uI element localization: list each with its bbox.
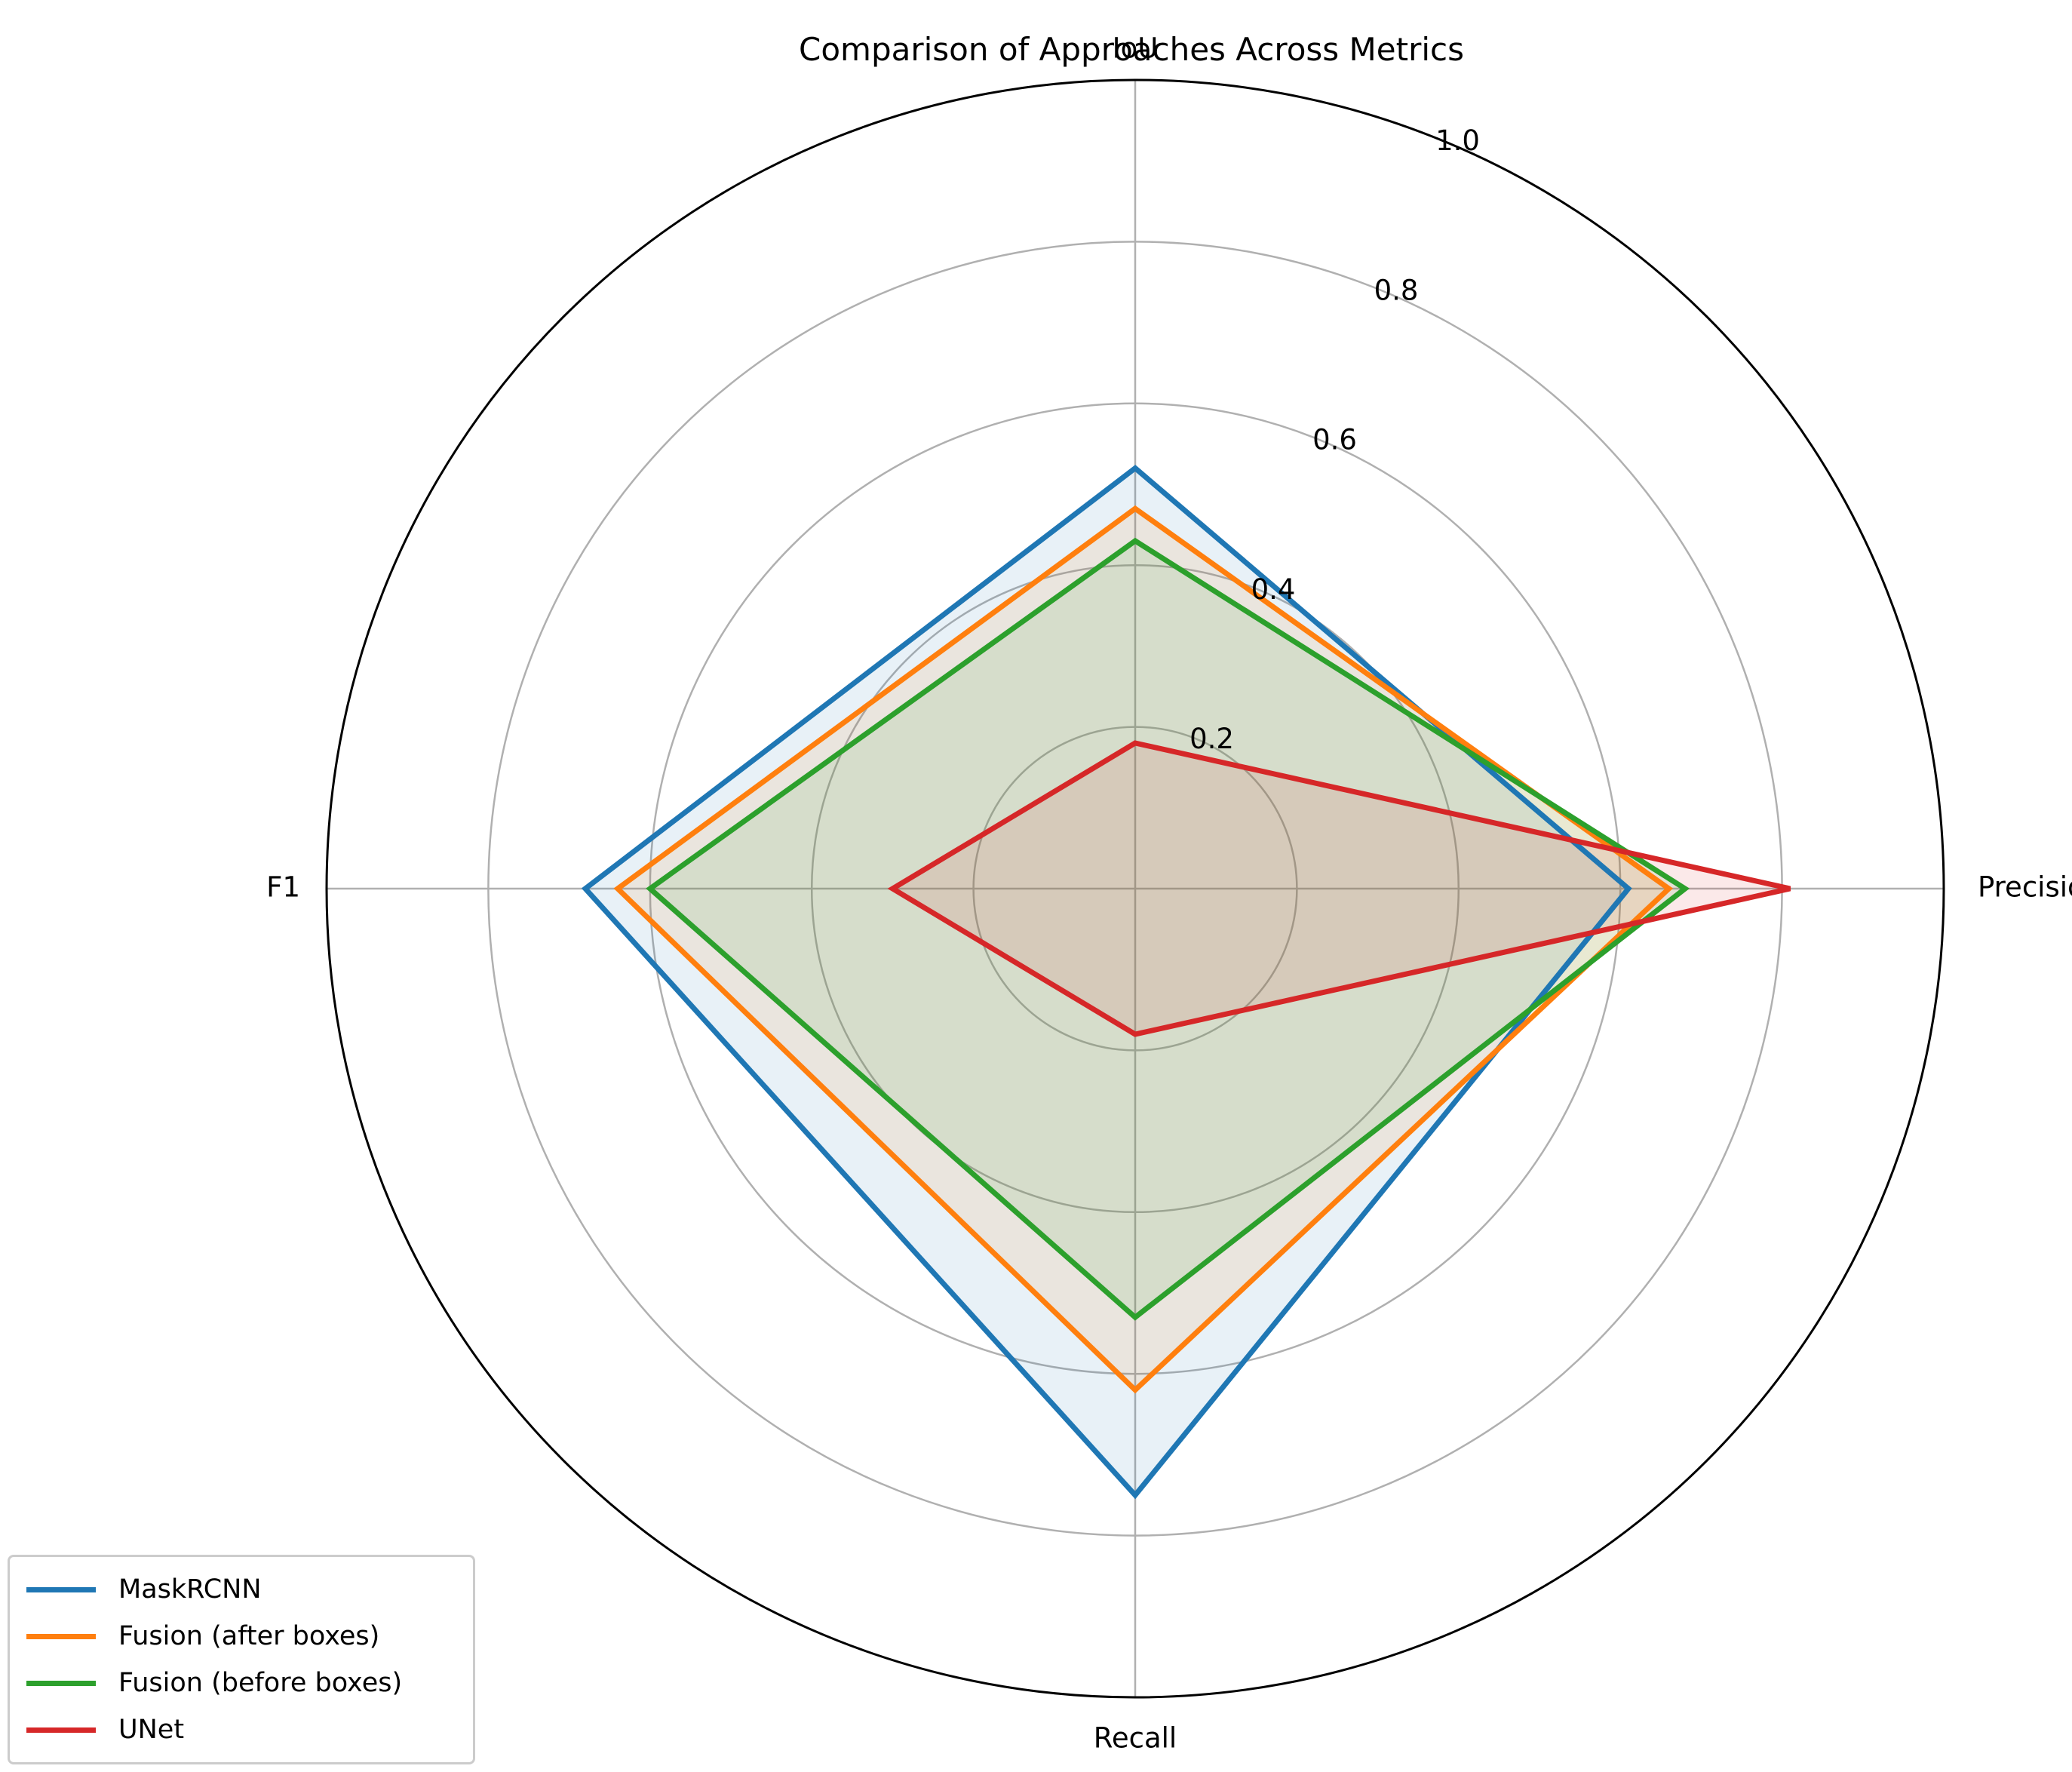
axis-label-iou: IoU [1113,32,1159,65]
series-fill-2 [649,541,1685,1318]
outer-circle [325,78,1945,1699]
axis-label-f1: F1 [266,871,300,904]
legend-item: Fusion (before boxes) [26,1660,473,1706]
axis-label-recall: Recall [1094,1722,1177,1755]
legend-swatch [26,1586,96,1592]
legend-swatch [26,1727,96,1733]
legend-item: MaskRCNN [26,1566,473,1613]
radar-labels: 0.2 0.4 0.6 0.8 1.0 IoU Precision Recall F1 [266,32,2072,1755]
series-fill-0 [585,468,1628,1495]
rtick-label-4: 1.0 [1435,124,1480,157]
legend-swatch [26,1633,96,1639]
series-line-1 [613,505,1674,1394]
rtick-label-0: 0.2 [1189,723,1234,755]
series-fill-3 [892,743,1791,1034]
rtick-label-2: 0.6 [1312,424,1357,456]
legend-label: Fusion (before boxes) [118,1668,403,1698]
series-line-3 [887,740,1791,1037]
legend: MaskRCNN Fusion (after boxes) Fusion (befo… [8,1555,475,1764]
legend-label: MaskRCNN [118,1574,262,1605]
legend-label: Fusion (after boxes) [118,1621,380,1651]
legend-label: UNet [118,1715,185,1745]
legend-item: UNet [26,1706,473,1753]
legend-swatch [26,1680,96,1686]
legend-item: Fusion (after boxes) [26,1613,473,1660]
series-line-2 [646,537,1690,1321]
series-fill-1 [617,508,1669,1390]
rtick-label-3: 0.8 [1374,274,1419,306]
chart-title: Comparison of Approaches Across Metrics [799,31,1464,68]
rtick-label-1: 0.4 [1251,573,1296,606]
radar-series [581,465,1791,1500]
axis-label-precision: Precision [1978,871,2072,904]
